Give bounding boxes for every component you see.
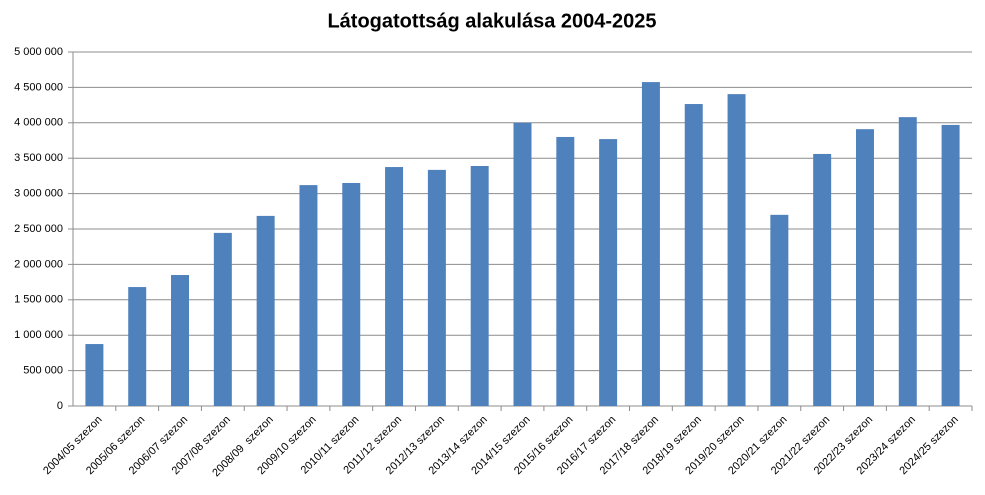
bar <box>299 185 318 406</box>
chart-title: Látogatottság alakulása 2004-2025 <box>327 10 656 32</box>
bar <box>342 182 361 406</box>
bar <box>556 136 575 406</box>
y-tick-label: 4 500 000 <box>14 81 63 93</box>
bar <box>470 165 489 406</box>
bar <box>171 275 190 406</box>
bar <box>941 124 960 406</box>
bar <box>128 287 147 406</box>
y-tick-label: 3 000 000 <box>14 188 63 200</box>
y-tick-label: 1 000 000 <box>14 329 63 341</box>
y-tick-label: 2 000 000 <box>14 258 63 270</box>
bar <box>213 232 232 406</box>
bar <box>599 139 618 407</box>
bar <box>727 94 746 406</box>
y-tick-label: 1 500 000 <box>14 294 63 306</box>
y-tick-label: 4 000 000 <box>14 117 63 129</box>
y-tick-label: 500 000 <box>23 365 63 377</box>
bar <box>770 214 789 406</box>
bar <box>427 169 446 406</box>
y-tick-label: 2 500 000 <box>14 223 63 235</box>
bar <box>513 122 532 407</box>
y-tick-label: 0 <box>57 400 63 412</box>
bar <box>898 117 917 407</box>
bar <box>813 153 832 406</box>
y-tick-label: 3 500 000 <box>14 152 63 164</box>
bar <box>855 129 874 406</box>
y-tick-label: 5 000 000 <box>14 46 63 58</box>
bar <box>85 344 104 406</box>
bar <box>684 104 703 407</box>
bar <box>385 167 404 406</box>
bar <box>256 215 275 406</box>
bar <box>641 82 660 406</box>
